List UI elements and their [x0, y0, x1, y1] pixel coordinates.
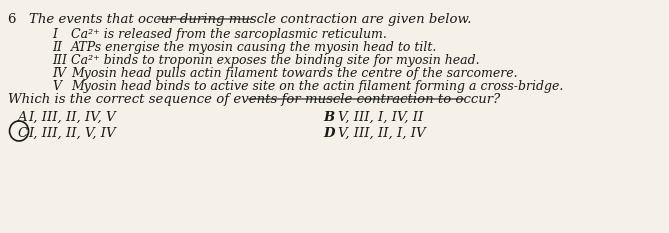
Text: Myosin head binds to active site on the actin filament forming a cross-bridge.: Myosin head binds to active site on the … [72, 80, 564, 93]
Text: I: I [52, 28, 58, 41]
Text: III: III [52, 54, 68, 67]
Text: The events that occur during muscle contraction are given below.: The events that occur during muscle cont… [29, 13, 471, 26]
Text: 6: 6 [7, 13, 16, 26]
Text: Ca²⁺ binds to troponin exposes the binding site for myosin head.: Ca²⁺ binds to troponin exposes the bindi… [72, 54, 480, 67]
Text: V: V [52, 80, 62, 93]
Text: V, III, I, IV, II: V, III, I, IV, II [338, 111, 423, 124]
Text: Myosin head pulls actin filament towards the centre of the sarcomere.: Myosin head pulls actin filament towards… [72, 67, 518, 80]
Text: C: C [17, 127, 27, 140]
Text: I, III, II, IV, V: I, III, II, IV, V [29, 111, 116, 124]
Text: B: B [324, 111, 335, 124]
Text: V, III, II, I, IV: V, III, II, I, IV [338, 127, 425, 140]
Text: IV: IV [52, 67, 66, 80]
Text: I, III, II, V, IV: I, III, II, V, IV [29, 127, 116, 140]
Text: II: II [52, 41, 62, 54]
Text: D: D [324, 127, 335, 140]
Text: Which is the correct sequence of events for muscle contraction to occur?: Which is the correct sequence of events … [7, 93, 500, 106]
Text: Ca²⁺ is released from the sarcoplasmic reticulum.: Ca²⁺ is released from the sarcoplasmic r… [72, 28, 387, 41]
Text: ATPs energise the myosin causing the myosin head to tilt.: ATPs energise the myosin causing the myo… [72, 41, 438, 54]
Text: A: A [17, 111, 27, 124]
